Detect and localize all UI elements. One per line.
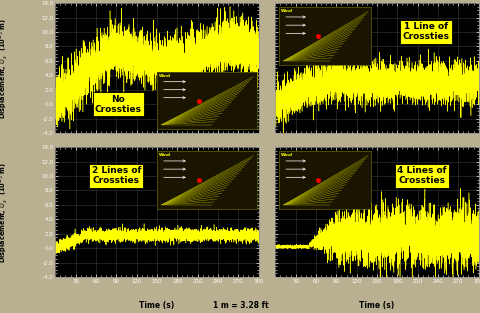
Text: Displacement, $U_x$  (10$^{-3}$ m): Displacement, $U_x$ (10$^{-3}$ m) [0, 18, 10, 119]
Text: Time (s): Time (s) [139, 301, 174, 310]
Text: 1 m = 3.28 ft: 1 m = 3.28 ft [212, 301, 268, 310]
Text: 2 Lines of
Crossties: 2 Lines of Crossties [91, 166, 141, 185]
Text: No
Crossties: No Crossties [95, 95, 142, 114]
Text: 1 Line of
Crossties: 1 Line of Crossties [401, 22, 448, 41]
Text: Time (s): Time (s) [359, 301, 394, 310]
Text: 4 Lines of
Crossties: 4 Lines of Crossties [396, 166, 445, 185]
Text: Displacement, $U_x$  (10$^{-3}$ m): Displacement, $U_x$ (10$^{-3}$ m) [0, 162, 10, 263]
